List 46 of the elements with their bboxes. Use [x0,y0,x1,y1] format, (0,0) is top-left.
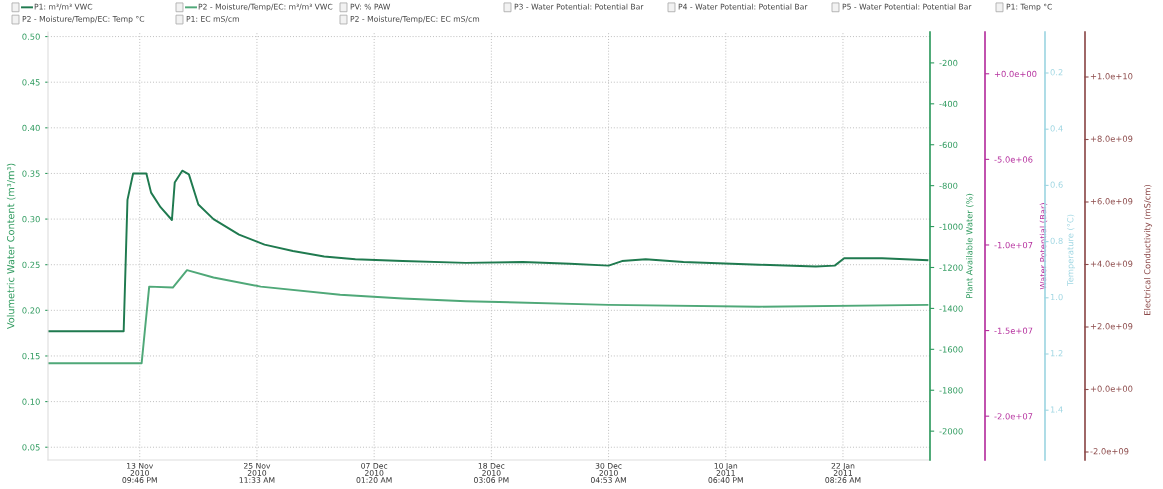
text: 0.2 [1050,69,1063,76]
y2-tick-label: -1400 [939,305,963,312]
line-series [48,269,929,365]
y3-tick-label: -1.0e+07 [994,241,1033,249]
y-tick-label: 0.35 [22,170,40,177]
text: -2.0e+09 [1090,448,1129,455]
text: +2.0e+09 [1090,323,1133,330]
text: 1.0 [1050,293,1063,301]
y-tick-label: 0.30 [22,216,40,223]
y2-tick-label: -1200 [939,264,963,271]
text: 0.6 [1050,181,1063,188]
text: +4.0e+09 [1090,260,1133,267]
y3-tick-label: -1.5e+07 [994,327,1033,334]
y2-tick-label: -200 [939,59,958,67]
y3-tick-label: -5.0e+06 [994,156,1033,163]
y2-tick-label: -600 [939,141,958,149]
y-tick-label: 0.50 [22,33,40,40]
text: 1.2 [1050,350,1063,357]
y-tick-label: 0.15 [22,352,40,360]
y-tick-label: 0.25 [22,261,40,268]
y2-tick-label: -1800 [939,387,963,394]
y-tick-label: 0.40 [22,124,40,132]
y2-tick-label: -800 [939,182,958,189]
text: +1.0e+10 [1090,73,1133,80]
text: Temperature (°C) [1066,214,1076,286]
y3-axis-title: Water Potential (Bar) [1039,203,1048,290]
y2-tick-label: -1600 [939,346,963,353]
y-tick-label: 0.05 [22,444,40,451]
y-tick-label: 0.20 [22,307,40,314]
y2-tick-label: -2000 [939,428,963,435]
y-axis-title: Volumetric Water Content (m³/m³) [6,163,16,330]
line-series [48,169,929,333]
text: 0.4 [1050,125,1063,132]
text: Electrical Conductivity (mS/cm) [1143,185,1153,315]
y3-tick-label: +0.0e+00 [994,70,1037,78]
y2-axis-title: Plant Available Water (%) [966,193,974,299]
y2-tick-label: -400 [939,100,958,108]
y2-tick-label: -1000 [939,223,963,230]
text: 0.8 [1050,237,1063,245]
text: +6.0e+09 [1090,198,1133,205]
y-tick-label: 0.45 [22,79,40,86]
text: 1.4 [1050,406,1063,413]
text: +0.0e+00 [1090,385,1133,392]
y-tick-label: 0.10 [22,398,40,405]
y3-tick-label: -2.0e+07 [994,413,1033,420]
text: +8.0e+09 [1090,135,1133,142]
